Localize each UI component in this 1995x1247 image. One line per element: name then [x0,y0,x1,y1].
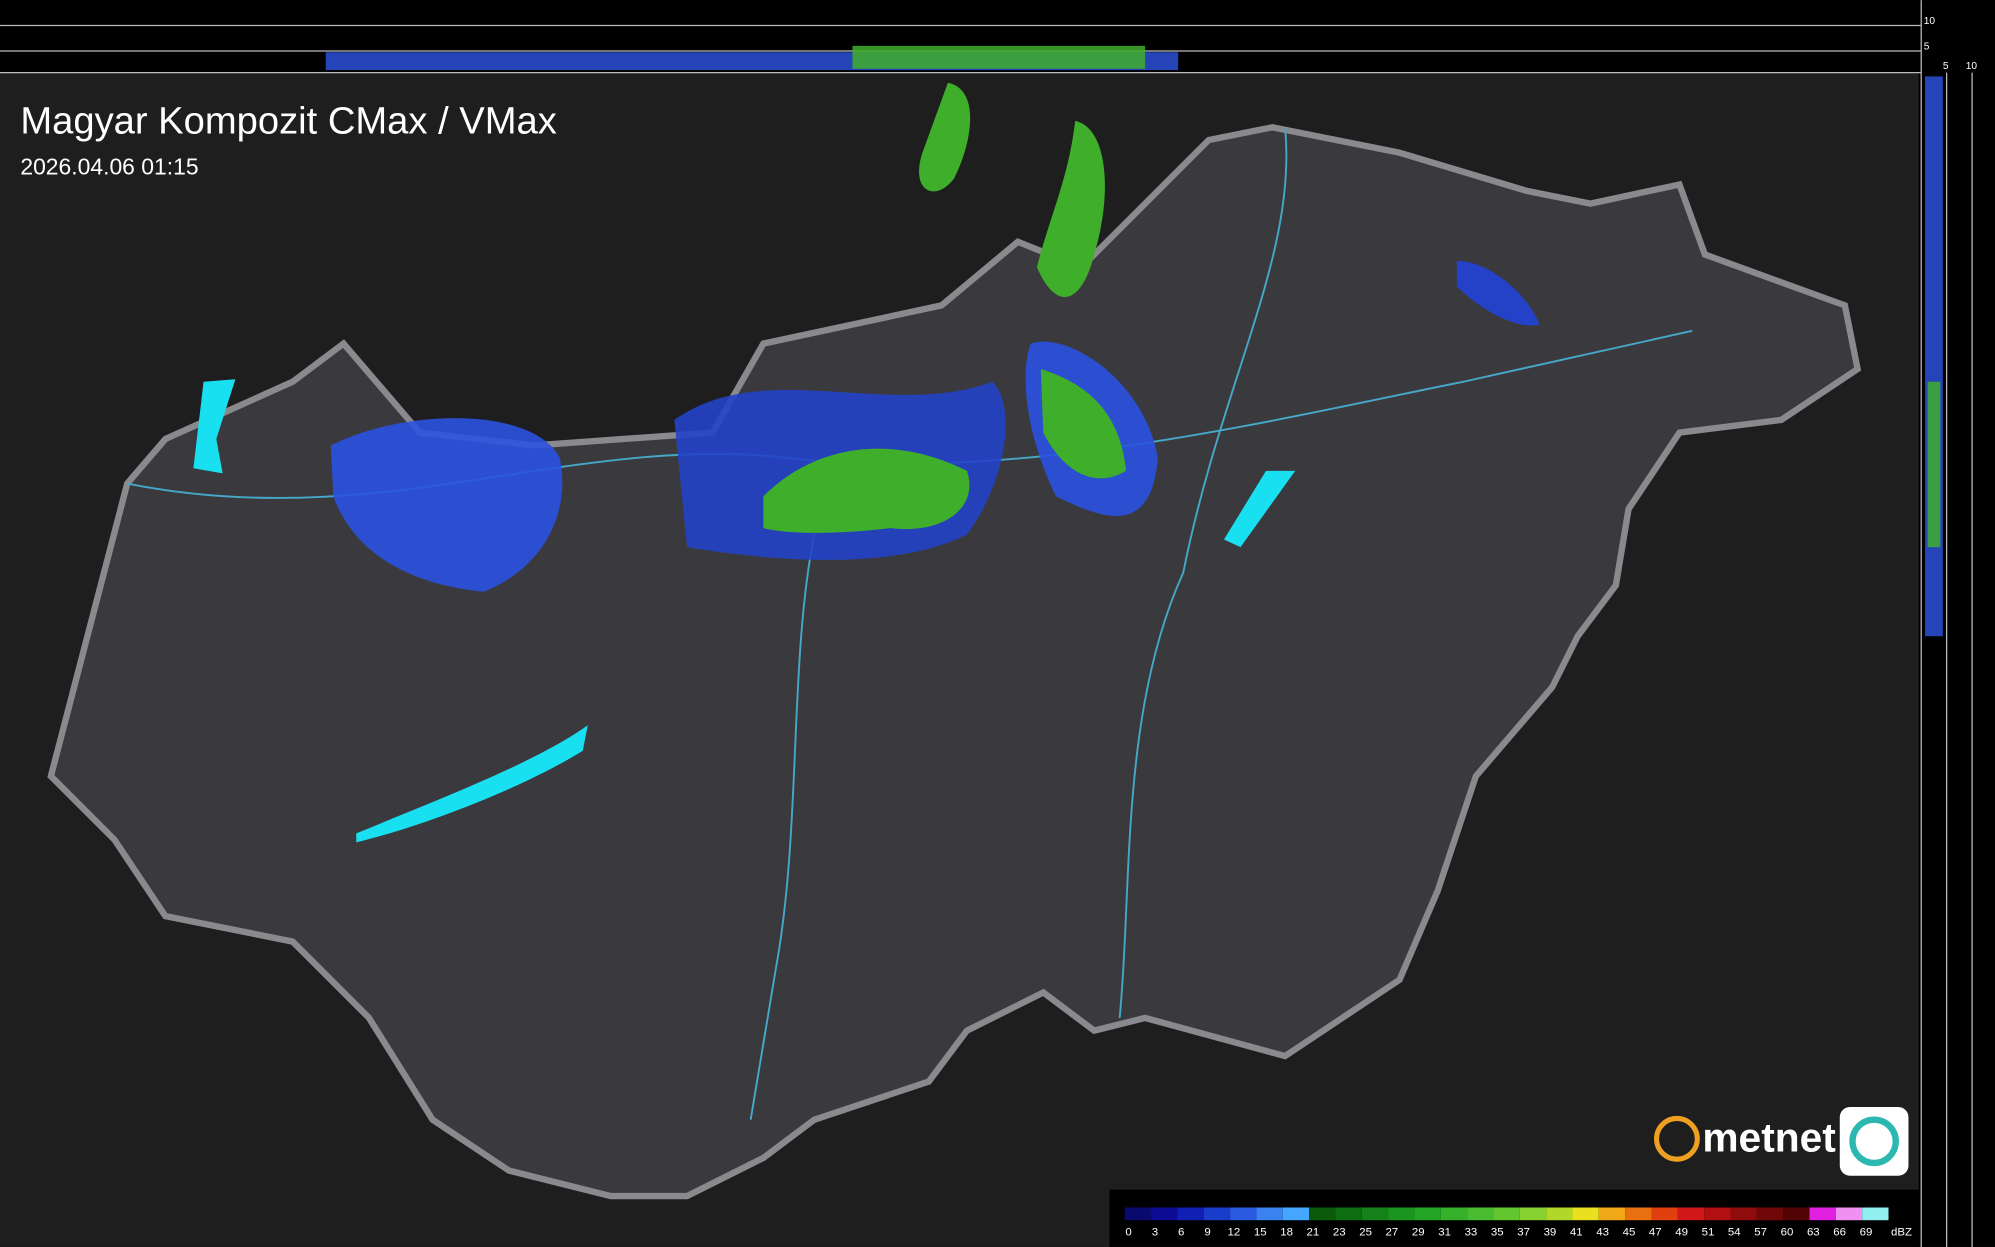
precip-echo [1036,120,1105,298]
profile-echo [1925,76,1943,637]
color-legend: 0 3 6 9 12 15 18 21 23 25 27 29 31 33 35 37 39 41 43 45 47 49… [1124,1207,1912,1238]
logo-swirl [1849,1116,1899,1167]
legend-label: 66 [1833,1226,1846,1238]
lake [1223,470,1296,548]
legend-label: 25 [1359,1226,1372,1238]
legend-swatch [1625,1207,1652,1221]
legend-label: 63 [1807,1226,1820,1238]
country-outline [47,124,1862,1200]
legend-label: 51 [1702,1226,1715,1238]
map-title: Magyar Kompozit CMax / VMax [20,100,556,143]
profile-tick-label: 5 [1924,42,1930,53]
legend-swatch [1414,1207,1441,1221]
legend-label: 35 [1491,1226,1504,1238]
legend-swatch [1230,1207,1257,1221]
legend-label: 12 [1228,1226,1241,1238]
legend-swatch [1177,1207,1204,1221]
legend-label: 41 [1570,1226,1583,1238]
legend-label: 0 [1125,1226,1131,1238]
legend-swatch [1388,1207,1415,1221]
legend-label: 31 [1438,1226,1451,1238]
legend-label: 3 [1152,1226,1158,1238]
legend-swatch [1467,1207,1494,1221]
legend-label: 29 [1412,1226,1425,1238]
legend-label: 37 [1517,1226,1530,1238]
legend-label: 6 [1178,1226,1184,1238]
legend-swatch [1151,1207,1178,1221]
legend-label: 33 [1465,1226,1478,1238]
legend-swatch [1730,1207,1757,1221]
profile-echo [852,45,1146,69]
legend-swatch [1756,1207,1784,1221]
precip-echo [1040,369,1127,479]
legend-swatch [1704,1207,1731,1221]
legend-swatch [1256,1207,1283,1221]
legend-label: 60 [1781,1226,1794,1238]
legend-swatch [1546,1207,1573,1221]
brand-name: metnet [1702,1115,1836,1161]
logo-sun [1654,1115,1700,1162]
legend-swatch [1835,1207,1863,1221]
legend-swatch [1783,1207,1810,1221]
legend-swatch [1493,1207,1520,1221]
legend-swatch [1203,1207,1231,1221]
profile-echo [1927,381,1941,548]
legend-swatch [1361,1207,1389,1221]
legend-label: 57 [1754,1226,1767,1238]
profile-tick-label: 5 [1943,61,1949,72]
legend-label: 54 [1728,1226,1741,1238]
precip-echo [763,448,970,533]
legend-swatch [1440,1207,1468,1221]
profile-tick-label: 10 [1966,61,1978,72]
precip-echo [330,418,563,592]
legend-swatch [1651,1207,1678,1221]
legend-label: 9 [1204,1226,1210,1238]
legend-unit: dBZ [1891,1226,1912,1238]
legend-label: 47 [1649,1226,1662,1238]
legend-swatch [1124,1207,1152,1221]
precip-echo [1456,260,1540,326]
legend-swatch [1862,1207,1889,1221]
legend-swatch [1598,1207,1626,1221]
legend-swatch [1309,1207,1336,1221]
legend-swatch [1335,1207,1362,1221]
brand-logo: metnet [1654,1106,1909,1176]
river [1118,127,1288,1019]
legend-label: 27 [1386,1226,1399,1238]
legend-label: 23 [1333,1226,1346,1238]
map-timestamp: 2026.04.06 01:15 [20,153,198,179]
legend-label: 39 [1544,1226,1557,1238]
profile-tick-label: 10 [1924,16,1936,27]
legend-swatch [1282,1207,1310,1221]
precip-echo [919,82,971,192]
legend-swatch [1677,1207,1705,1221]
legend-swatch [1519,1207,1547,1221]
legend-label: 15 [1254,1226,1267,1238]
lake [356,725,588,843]
legend-swatch [1809,1207,1836,1221]
legend-swatch [1572,1207,1599,1221]
lake [193,379,236,474]
legend-label: 69 [1860,1226,1873,1238]
legend-label: 18 [1280,1226,1293,1238]
river [749,534,816,1120]
legend-label: 21 [1307,1226,1320,1238]
legend-label: 49 [1675,1226,1688,1238]
legend-label: 45 [1623,1226,1636,1238]
legend-label: 43 [1596,1226,1609,1238]
